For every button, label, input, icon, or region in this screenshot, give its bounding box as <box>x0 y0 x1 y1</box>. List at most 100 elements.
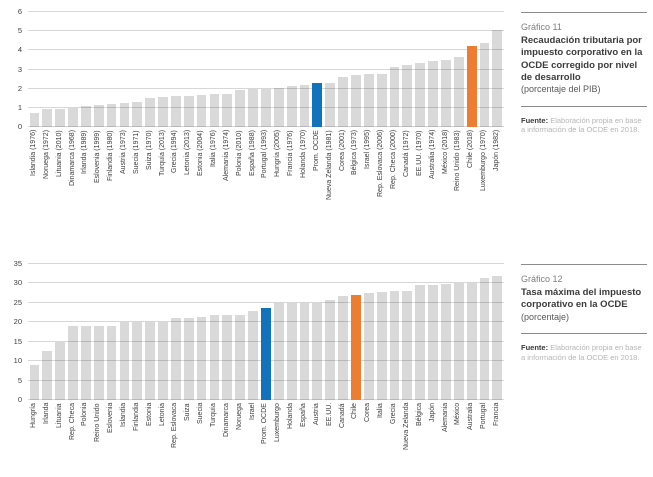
x-axis-label: Alemania (1974) <box>222 130 230 182</box>
x-axis-label: Irlanda (1989) <box>81 130 89 174</box>
bar-slot <box>478 277 491 400</box>
bar-slot <box>478 43 491 127</box>
plot-area: 0 1 2 3 4 5 6 <box>18 7 504 131</box>
figure-number: Gráfico 11 <box>521 22 562 32</box>
x-axis-label: Italia (1976) <box>210 130 218 167</box>
bar <box>415 284 426 400</box>
bar <box>363 293 374 400</box>
bar <box>389 67 400 127</box>
grafico-11-chart: 0 1 2 3 4 5 6 Islandia (1976) Noruega (1972) Litu… <box>0 7 504 215</box>
bar <box>453 56 464 127</box>
x-axis-label: Rep. Checa <box>68 403 76 440</box>
bar <box>479 43 490 127</box>
bar-slot <box>311 302 324 400</box>
bar-slot <box>67 326 80 400</box>
bar <box>93 326 104 400</box>
y-tick-label: 0 <box>17 122 22 131</box>
grafico-12-caption-panel: Gráfico 12 Tasa máxima del impuesto corp… <box>521 264 647 362</box>
gridline <box>28 87 504 89</box>
x-axis-label: Holanda <box>287 403 295 430</box>
x-axis-label: Suiza <box>184 403 192 421</box>
bar-slot <box>144 98 157 127</box>
bar <box>466 283 477 400</box>
bar-slot <box>375 74 388 127</box>
bar-slot <box>440 284 453 400</box>
bar <box>119 322 130 400</box>
x-axis-label: Suecia <box>197 403 205 425</box>
x-axis-label: Suiza (1970) <box>145 130 153 170</box>
figure-source: Fuente: Elaboración propia en base a inf… <box>521 116 647 135</box>
x-axis-label: Austria <box>312 403 320 425</box>
x-axis-label: Estonia (2004) <box>197 130 205 176</box>
bar <box>453 283 464 400</box>
bar-slot <box>195 316 208 400</box>
bar <box>286 302 297 400</box>
bar-slot <box>465 283 478 400</box>
x-axis-label: Grecia <box>390 403 398 424</box>
bar <box>312 302 323 400</box>
x-axis-label: Lituania (2010) <box>55 130 63 177</box>
bar-slot <box>79 105 92 127</box>
bar-series <box>28 12 504 127</box>
x-axis-label: Australia (1974) <box>428 130 436 180</box>
x-axis-label: Austria (1973) <box>120 130 128 174</box>
bar <box>273 303 284 400</box>
x-axis-label: Estonia <box>145 403 153 427</box>
x-axis-label: Suecia (1971) <box>132 130 140 174</box>
figure-source: Fuente: Elaboración propia en base a inf… <box>521 343 647 362</box>
x-axis-label: Corea <box>364 403 372 423</box>
bar-slot <box>182 318 195 400</box>
bar <box>389 291 400 400</box>
bar-slot <box>259 89 272 127</box>
bar-slot <box>362 74 375 127</box>
x-axis-labels: Hungría Irlanda Lituania Rep. Checa Polonia R… <box>28 403 504 469</box>
source-label: Fuente: <box>521 116 549 126</box>
x-axis-label: Israel <box>248 403 256 421</box>
x-axis-label: Prom. OCDE <box>312 130 320 171</box>
bar-slot <box>157 322 170 400</box>
bar-slot <box>491 275 504 400</box>
figure-subtitle: (porcentaje) <box>521 311 570 322</box>
bar-slot <box>234 314 247 400</box>
bar-slot <box>349 75 362 127</box>
bar-slot <box>285 86 298 127</box>
x-axis-label: Bélgica <box>415 403 423 426</box>
bar-slot <box>311 83 324 127</box>
bar <box>171 96 181 127</box>
source-text: Elaboración propia en base a información… <box>521 116 642 135</box>
bar-slot <box>324 299 337 400</box>
bar-slot <box>298 302 311 400</box>
divider <box>521 333 647 335</box>
x-axis-label: Dinamarca <box>222 403 230 437</box>
bar <box>93 104 104 127</box>
x-axis-label: Israel (1995) <box>364 130 372 170</box>
bar <box>363 74 374 127</box>
x-axis-label: EE.UU. (1970) <box>415 130 423 176</box>
divider <box>521 264 647 265</box>
bar-slot <box>298 85 311 127</box>
bar-slot <box>427 61 440 127</box>
x-axis-label: Polonia <box>81 403 89 427</box>
x-axis-label: Polonia (2010) <box>235 130 243 176</box>
x-axis-label: Rep. Eslovaca (2006) <box>377 130 385 198</box>
bar-slot <box>208 314 221 400</box>
bar-slot <box>452 283 465 400</box>
bar <box>106 326 117 400</box>
x-axis-label: Noruega <box>235 403 243 430</box>
bar-slot <box>131 101 144 127</box>
bar-slot <box>105 326 118 400</box>
x-axis-label: Turquía <box>210 403 218 427</box>
x-axis-label: Finlandia <box>132 403 140 432</box>
bar <box>441 284 451 400</box>
bar-slot <box>79 326 92 400</box>
bar-slot <box>414 284 427 400</box>
figure-number: Gráfico 12 <box>521 274 563 284</box>
bar <box>235 314 246 400</box>
bar-slot <box>54 341 67 400</box>
bar-slot <box>324 82 337 127</box>
x-axis-label: Dinamarca (1968) <box>68 130 76 187</box>
y-tick-label: 25 <box>13 297 22 307</box>
x-axis-label: Irlanda <box>42 403 50 425</box>
bar-slot <box>375 291 388 400</box>
x-axis-label: Noruega (1972) <box>42 130 50 180</box>
